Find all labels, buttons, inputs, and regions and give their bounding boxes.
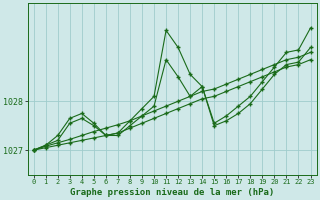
X-axis label: Graphe pression niveau de la mer (hPa): Graphe pression niveau de la mer (hPa) <box>70 188 274 197</box>
